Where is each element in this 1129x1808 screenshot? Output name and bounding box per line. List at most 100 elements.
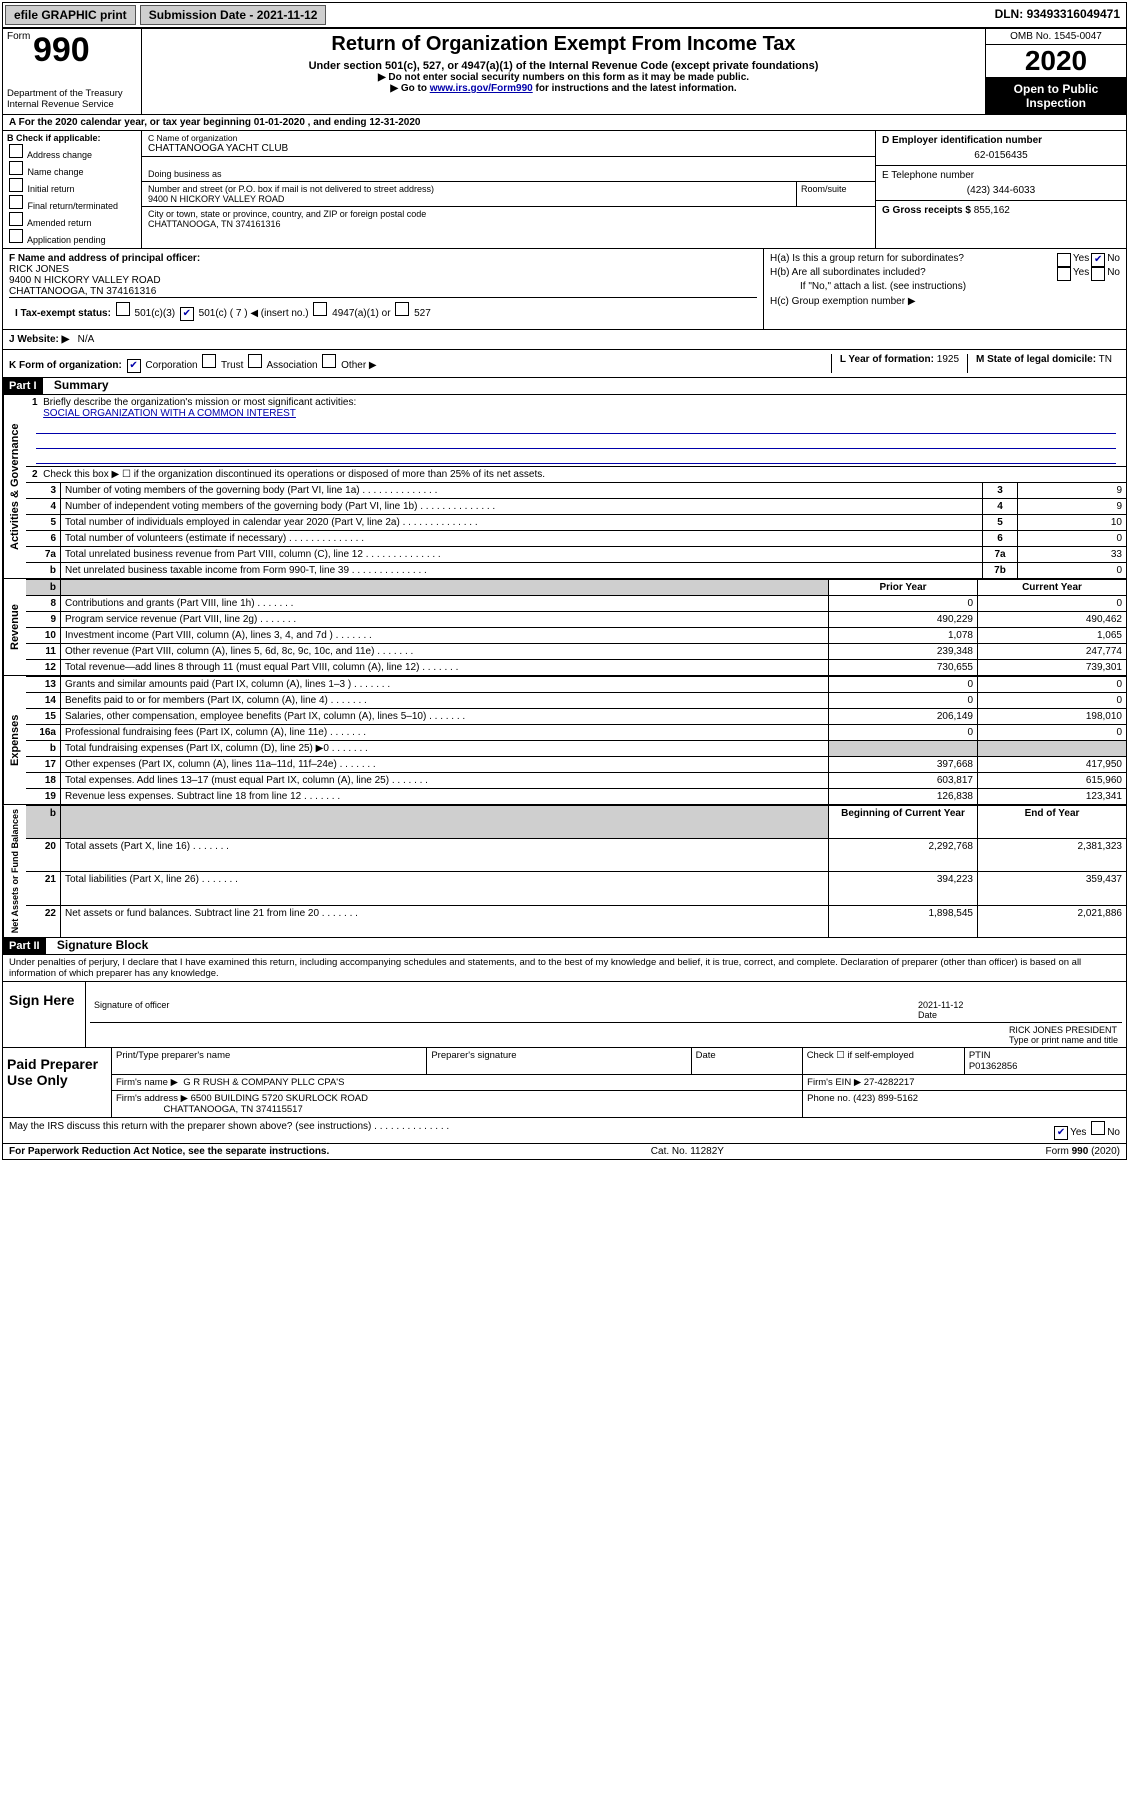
checkbox-4947[interactable] bbox=[313, 302, 327, 316]
checkbox-final-return[interactable]: Final return/terminated bbox=[7, 195, 137, 211]
part1-tag: Part I bbox=[3, 378, 43, 394]
form-footer: Form 990 (2020) bbox=[1046, 1146, 1120, 1157]
addr-label: Number and street (or P.O. box if mail i… bbox=[148, 184, 790, 194]
l-value: 1925 bbox=[937, 354, 959, 365]
mission-line bbox=[36, 434, 1116, 449]
open-to-public: Open to Public Inspection bbox=[986, 78, 1126, 114]
checkbox-application-pending[interactable]: Application pending bbox=[7, 229, 137, 245]
website-value: N/A bbox=[78, 334, 95, 345]
efile-print-button[interactable]: efile GRAPHIC print bbox=[5, 5, 136, 25]
table-row: 20Total assets (Part X, line 16)2,292,76… bbox=[26, 839, 1126, 872]
opt-527: 527 bbox=[414, 308, 431, 319]
declaration-text: Under penalties of perjury, I declare th… bbox=[3, 955, 1126, 982]
part2-tag: Part II bbox=[3, 938, 46, 954]
table-row: 8Contributions and grants (Part VIII, li… bbox=[26, 596, 1126, 612]
hb-label: H(b) Are all subordinates included? bbox=[770, 267, 1055, 281]
i-label: I Tax-exempt status: bbox=[15, 308, 111, 319]
checkbox-501c[interactable]: ✔ bbox=[180, 307, 194, 321]
discuss-yes[interactable]: ✔ bbox=[1054, 1126, 1068, 1140]
sig-date-value: 2021-11-12 bbox=[918, 1000, 963, 1010]
d-label: D Employer identification number bbox=[882, 135, 1042, 146]
prep-name-label: Print/Type preparer's name bbox=[112, 1048, 427, 1074]
opt-trust: Trust bbox=[221, 360, 243, 371]
table-net-assets: bBeginning of Current YearEnd of Year20T… bbox=[26, 805, 1126, 937]
table-row: 18Total expenses. Add lines 13–17 (must … bbox=[26, 773, 1126, 789]
section-i: I Tax-exempt status: 501(c)(3) ✔ 501(c) … bbox=[9, 297, 757, 325]
checkbox-association[interactable] bbox=[248, 354, 262, 368]
firm-ein-label: Firm's EIN ▶ bbox=[807, 1077, 861, 1088]
checkbox-527[interactable] bbox=[395, 302, 409, 316]
checkbox-trust[interactable] bbox=[202, 354, 216, 368]
dln-label: DLN: bbox=[995, 7, 1027, 21]
section-h: H(a) Is this a group return for subordin… bbox=[764, 249, 1126, 329]
opt-corp: Corporation bbox=[145, 360, 197, 371]
submission-date-button[interactable]: Submission Date - 2021-11-12 bbox=[140, 5, 327, 25]
table-row: 4Number of independent voting members of… bbox=[26, 499, 1126, 515]
opt-amended-return: Amended return bbox=[27, 218, 92, 228]
table-row: 17Other expenses (Part IX, column (A), l… bbox=[26, 757, 1126, 773]
submission-date-label: Submission Date - bbox=[149, 8, 257, 22]
table-revenue: bPrior YearCurrent Year8Contributions an… bbox=[26, 579, 1126, 675]
instruction-2: ▶ Go to www.irs.gov/Form990 for instruct… bbox=[146, 83, 981, 94]
discuss-label: May the IRS discuss this return with the… bbox=[9, 1121, 449, 1140]
row-a-tax-year: A For the 2020 calendar year, or tax yea… bbox=[3, 115, 1126, 131]
table-row: 19Revenue less expenses. Subtract line 1… bbox=[26, 789, 1126, 805]
ha-label: H(a) Is this a group return for subordin… bbox=[770, 253, 1055, 267]
header-right: OMB No. 1545-0047 2020 Open to Public In… bbox=[985, 29, 1126, 114]
ptin-value: P01362856 bbox=[969, 1061, 1018, 1072]
officer-addr1: 9400 N HICKORY VALLEY ROAD bbox=[9, 275, 161, 286]
hb-yes[interactable] bbox=[1057, 267, 1071, 281]
table-row: 16aProfessional fundraising fees (Part I… bbox=[26, 725, 1126, 741]
paid-preparer-section: Paid Preparer Use Only Print/Type prepar… bbox=[3, 1048, 1126, 1118]
sig-officer-label: Signature of officer bbox=[94, 1000, 169, 1020]
irs-form990-link[interactable]: www.irs.gov/Form990 bbox=[430, 83, 533, 94]
checkbox-other[interactable] bbox=[322, 354, 336, 368]
mission-line bbox=[36, 449, 1116, 464]
officer-printed-name: RICK JONES PRESIDENT bbox=[1009, 1025, 1117, 1035]
table-activities-governance: 3Number of voting members of the governi… bbox=[26, 482, 1126, 578]
firm-addr-label: Firm's address ▶ bbox=[116, 1093, 188, 1104]
checkbox-name-change[interactable]: Name change bbox=[7, 161, 137, 177]
part1-expenses: Expenses 13Grants and similar amounts pa… bbox=[3, 676, 1126, 805]
table-row: 13Grants and similar amounts paid (Part … bbox=[26, 677, 1126, 693]
checkbox-amended-return[interactable]: Amended return bbox=[7, 212, 137, 228]
checkbox-initial-return[interactable]: Initial return bbox=[7, 178, 137, 194]
ein-value: 62-0156435 bbox=[882, 150, 1120, 161]
discuss-no[interactable] bbox=[1091, 1121, 1105, 1135]
dept-treasury: Department of the Treasury bbox=[7, 88, 137, 99]
m-value: TN bbox=[1099, 354, 1112, 365]
line1-label: Briefly describe the organization's miss… bbox=[43, 397, 356, 408]
instruction-1: ▶ Do not enter social security numbers o… bbox=[146, 72, 981, 83]
form-990-container: efile GRAPHIC print Submission Date - 20… bbox=[2, 2, 1127, 1160]
table-row: 5Total number of individuals employed in… bbox=[26, 515, 1126, 531]
ptin-label: PTIN bbox=[969, 1050, 991, 1061]
table-row: 9Program service revenue (Part VIII, lin… bbox=[26, 612, 1126, 628]
type-name-label: Type or print name and title bbox=[1009, 1035, 1118, 1045]
header-mid: Return of Organization Exempt From Incom… bbox=[142, 29, 985, 114]
firm-name-value: G R RUSH & COMPANY PLLC CPA'S bbox=[183, 1077, 344, 1088]
hb-no[interactable] bbox=[1091, 267, 1105, 281]
opt-address-change: Address change bbox=[27, 150, 92, 160]
line2-label: Check this box ▶ ☐ if the organization d… bbox=[43, 469, 545, 480]
sections-f-h: F Name and address of principal officer:… bbox=[3, 249, 1126, 330]
tax-year: 2020 bbox=[986, 45, 1126, 78]
section-c: C Name of organization CHATTANOOGA YACHT… bbox=[142, 131, 875, 248]
checkbox-501c3[interactable] bbox=[116, 302, 130, 316]
hc-label: H(c) Group exemption number ▶ bbox=[770, 296, 1120, 307]
ha-yes[interactable] bbox=[1057, 253, 1071, 267]
section-k-l-m: K Form of organization: ✔ Corporation Tr… bbox=[3, 350, 1126, 378]
section-j: J Website: ▶ N/A bbox=[3, 330, 1126, 350]
header-row: Form 990 Department of the Treasury Inte… bbox=[3, 29, 1126, 115]
sign-here-row: Sign Here Signature of officer 2021-11-1… bbox=[3, 982, 1126, 1048]
gross-receipts: 855,162 bbox=[974, 205, 1010, 216]
section-f: F Name and address of principal officer:… bbox=[3, 249, 764, 329]
table-row: 11Other revenue (Part VIII, column (A), … bbox=[26, 644, 1126, 660]
dln: DLN: 93493316049471 bbox=[989, 3, 1126, 27]
cat-no: Cat. No. 11282Y bbox=[651, 1146, 724, 1157]
vlabel-expenses: Expenses bbox=[3, 676, 26, 804]
checkbox-corporation[interactable]: ✔ bbox=[127, 359, 141, 373]
pra-notice: For Paperwork Reduction Act Notice, see … bbox=[9, 1146, 329, 1157]
opt-501c-post: ) ◀ (insert no.) bbox=[241, 308, 308, 319]
ha-no[interactable]: ✔ bbox=[1091, 253, 1105, 267]
checkbox-address-change[interactable]: Address change bbox=[7, 144, 137, 160]
